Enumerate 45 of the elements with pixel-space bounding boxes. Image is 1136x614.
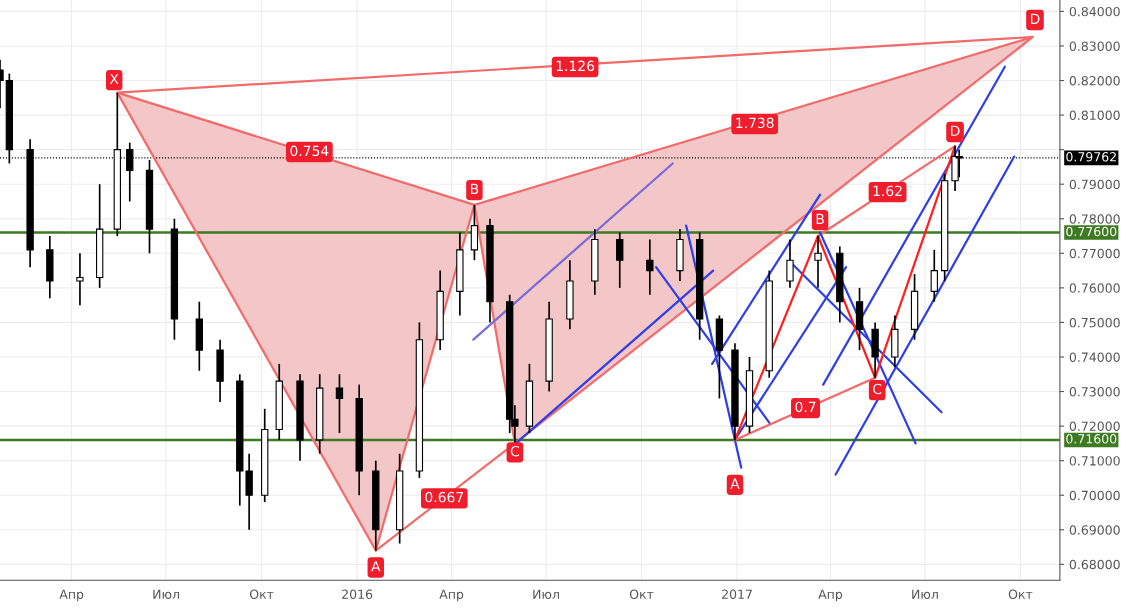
x-tick-label: Окт: [629, 589, 654, 599]
annotation: 1.62: [873, 185, 902, 197]
y-tick-label: 0.82000: [1069, 75, 1120, 86]
annotation: 1.126: [556, 60, 595, 72]
y-tick-label: 0.68000: [1069, 559, 1120, 570]
annotation: C: [510, 445, 519, 457]
y-tick-label: 0.69000: [1069, 525, 1120, 535]
y-tick-label: 0.73000: [1069, 387, 1120, 397]
annotation: 1.738: [736, 117, 774, 129]
y-tick-label: 0.83000: [1069, 41, 1120, 51]
ref-line-label: 0.71600: [1066, 434, 1117, 444]
x-tick-label: Окт: [249, 589, 274, 599]
annotation: X: [109, 73, 119, 85]
y-tick-label: 0.79000: [1069, 179, 1120, 190]
y-tick-label: 0.72000: [1069, 421, 1120, 432]
annotation: A: [371, 561, 381, 572]
y-tick-label: 0.76000: [1069, 283, 1120, 293]
y-tick-label: 0.81000: [1069, 110, 1120, 121]
x-tick-label: Апр: [59, 589, 84, 602]
x-tick-label: Июл: [533, 589, 559, 599]
x-tick-label: Окт: [1008, 589, 1033, 599]
y-tick-label: 0.70000: [1069, 490, 1120, 501]
annotation: 0.667: [425, 491, 463, 503]
y-tick-label: 0.75000: [1069, 317, 1120, 328]
y-tick-label: 0.71000: [1069, 456, 1120, 466]
y-tick-label: 0.84000: [1069, 6, 1120, 17]
annotation: D: [951, 125, 960, 136]
annotation: D: [1030, 13, 1040, 24]
y-tick-label: 0.78000: [1069, 214, 1120, 224]
y-tick-label: 0.77000: [1069, 248, 1120, 259]
x-tick-label: Апр: [818, 589, 843, 602]
annotation: C: [873, 383, 882, 395]
ref-line-label: 0.77600: [1066, 226, 1117, 237]
x-tick-label: Апр: [439, 589, 464, 602]
x-tick-label: Июл: [153, 589, 179, 599]
annotation: 0.754: [290, 145, 329, 157]
x-tick-label: 2016: [342, 589, 373, 599]
annotation: A: [730, 478, 740, 489]
x-tick-label: 2017: [722, 589, 752, 599]
annotation: 0.7: [795, 401, 816, 413]
ref-line-label: 0.79762: [1066, 152, 1116, 162]
annotation: B: [471, 183, 479, 194]
annotation: B: [816, 213, 824, 224]
x-tick-label: Июл: [912, 589, 938, 599]
y-tick-label: 0.74000: [1069, 352, 1120, 362]
